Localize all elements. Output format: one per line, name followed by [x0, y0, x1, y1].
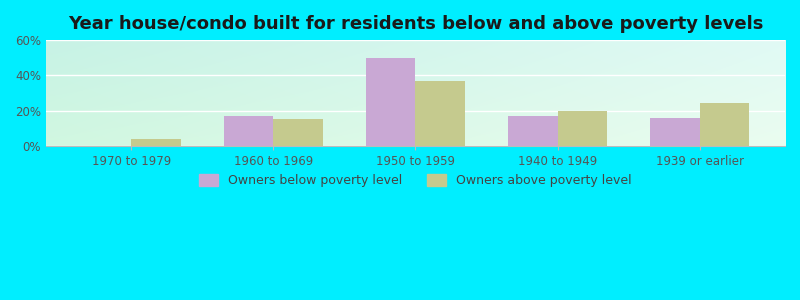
Bar: [366, 58, 415, 146]
Bar: [131, 139, 181, 146]
Bar: [415, 81, 465, 146]
Bar: [650, 118, 700, 146]
Bar: [223, 116, 274, 146]
Bar: [274, 119, 323, 146]
Bar: [508, 116, 558, 146]
Legend: Owners below poverty level, Owners above poverty level: Owners below poverty level, Owners above…: [194, 169, 637, 192]
Title: Year house/condo built for residents below and above poverty levels: Year house/condo built for residents bel…: [68, 15, 763, 33]
Bar: [558, 110, 607, 146]
Bar: [700, 103, 750, 146]
